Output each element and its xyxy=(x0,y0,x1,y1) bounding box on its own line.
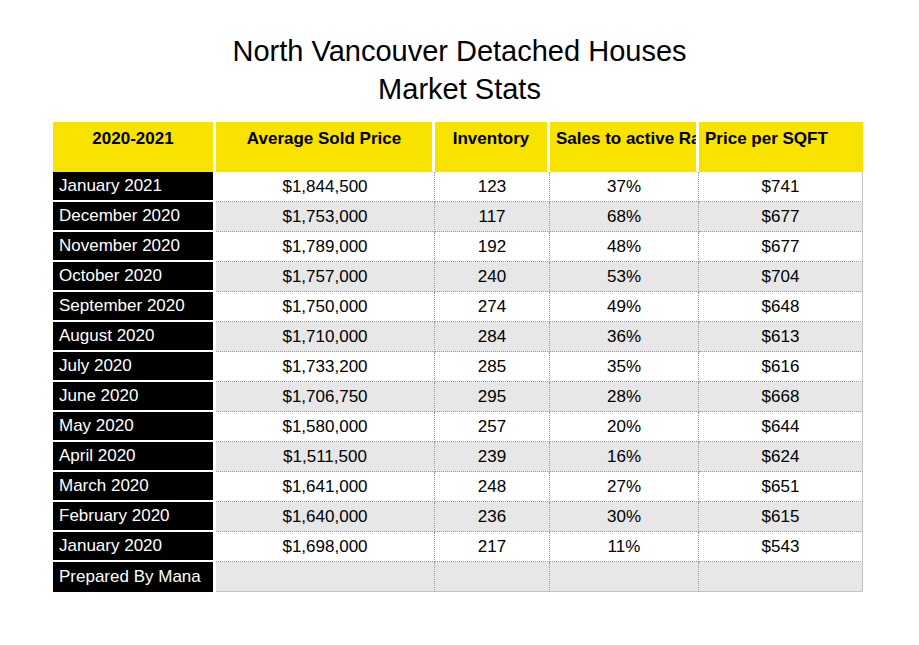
prepared-by-cell: Prepared By Mana xyxy=(53,562,216,592)
inventory-cell xyxy=(435,562,550,592)
sales-to-active-ratio-cell: 16% xyxy=(550,442,699,472)
avg-sold-price-cell: $1,511,500 xyxy=(216,442,435,472)
price-per-sqft-cell xyxy=(699,562,863,592)
avg-sold-price-cell: $1,789,000 xyxy=(216,232,435,262)
sales-to-active-ratio-cell: 11% xyxy=(550,532,699,562)
sales-to-active-ratio-cell xyxy=(550,562,699,592)
col-header-price-per-sqft: Price per SQFT xyxy=(699,122,863,172)
avg-sold-price-cell xyxy=(216,562,435,592)
month-cell: August 2020 xyxy=(53,322,216,352)
month-cell: July 2020 xyxy=(53,352,216,382)
avg-sold-price-cell: $1,640,000 xyxy=(216,502,435,532)
price-per-sqft-cell: $648 xyxy=(699,292,863,322)
avg-sold-price-cell: $1,706,750 xyxy=(216,382,435,412)
month-cell: November 2020 xyxy=(53,232,216,262)
sales-to-active-ratio-cell: 20% xyxy=(550,412,699,442)
table-row: April 2020 $1,511,500 239 16% $624 xyxy=(53,442,863,472)
table-row: December 2020 $1,753,000 117 68% $677 xyxy=(53,202,863,232)
month-cell: May 2020 xyxy=(53,412,216,442)
table-row: June 2020 $1,706,750 295 28% $668 xyxy=(53,382,863,412)
inventory-cell: 239 xyxy=(435,442,550,472)
avg-sold-price-cell: $1,698,000 xyxy=(216,532,435,562)
price-per-sqft-cell: $651 xyxy=(699,472,863,502)
table-row: January 2021 $1,844,500 123 37% $741 xyxy=(53,172,863,202)
sales-to-active-ratio-cell: 53% xyxy=(550,262,699,292)
table-row: February 2020 $1,640,000 236 30% $615 xyxy=(53,502,863,532)
title-line-1: North Vancouver Detached Houses xyxy=(0,32,919,70)
avg-sold-price-cell: $1,710,000 xyxy=(216,322,435,352)
avg-sold-price-cell: $1,733,200 xyxy=(216,352,435,382)
price-per-sqft-cell: $704 xyxy=(699,262,863,292)
table-row: January 2020 $1,698,000 217 11% $543 xyxy=(53,532,863,562)
table-row-footer: Prepared By Mana xyxy=(53,562,863,592)
page-title: North Vancouver Detached Houses Market S… xyxy=(0,0,919,108)
avg-sold-price-cell: $1,750,000 xyxy=(216,292,435,322)
table-row: May 2020 $1,580,000 257 20% $644 xyxy=(53,412,863,442)
sales-to-active-ratio-cell: 30% xyxy=(550,502,699,532)
month-cell: February 2020 xyxy=(53,502,216,532)
price-per-sqft-cell: $613 xyxy=(699,322,863,352)
month-cell: September 2020 xyxy=(53,292,216,322)
table-row: October 2020 $1,757,000 240 53% $704 xyxy=(53,262,863,292)
price-per-sqft-cell: $677 xyxy=(699,202,863,232)
header-row: 2020-2021 Average Sold Price Inventory S… xyxy=(53,122,863,172)
month-cell: March 2020 xyxy=(53,472,216,502)
inventory-cell: 257 xyxy=(435,412,550,442)
avg-sold-price-cell: $1,753,000 xyxy=(216,202,435,232)
avg-sold-price-cell: $1,580,000 xyxy=(216,412,435,442)
inventory-cell: 217 xyxy=(435,532,550,562)
month-cell: October 2020 xyxy=(53,262,216,292)
inventory-cell: 295 xyxy=(435,382,550,412)
inventory-cell: 284 xyxy=(435,322,550,352)
sales-to-active-ratio-cell: 37% xyxy=(550,172,699,202)
page: North Vancouver Detached Houses Market S… xyxy=(0,0,919,645)
sales-to-active-ratio-cell: 36% xyxy=(550,322,699,352)
inventory-cell: 236 xyxy=(435,502,550,532)
price-per-sqft-cell: $677 xyxy=(699,232,863,262)
month-cell: April 2020 xyxy=(53,442,216,472)
avg-sold-price-cell: $1,844,500 xyxy=(216,172,435,202)
month-cell: January 2020 xyxy=(53,532,216,562)
sales-to-active-ratio-cell: 68% xyxy=(550,202,699,232)
sales-to-active-ratio-cell: 49% xyxy=(550,292,699,322)
month-cell: January 2021 xyxy=(53,172,216,202)
price-per-sqft-cell: $616 xyxy=(699,352,863,382)
price-per-sqft-cell: $624 xyxy=(699,442,863,472)
table-row: August 2020 $1,710,000 284 36% $613 xyxy=(53,322,863,352)
price-per-sqft-cell: $668 xyxy=(699,382,863,412)
price-per-sqft-cell: $543 xyxy=(699,532,863,562)
sales-to-active-ratio-cell: 48% xyxy=(550,232,699,262)
avg-sold-price-cell: $1,757,000 xyxy=(216,262,435,292)
inventory-cell: 192 xyxy=(435,232,550,262)
avg-sold-price-cell: $1,641,000 xyxy=(216,472,435,502)
table-row: September 2020 $1,750,000 274 49% $648 xyxy=(53,292,863,322)
inventory-cell: 117 xyxy=(435,202,550,232)
inventory-cell: 123 xyxy=(435,172,550,202)
title-line-2: Market Stats xyxy=(0,70,919,108)
price-per-sqft-cell: $615 xyxy=(699,502,863,532)
price-per-sqft-cell: $741 xyxy=(699,172,863,202)
col-header-avg-sold-price: Average Sold Price xyxy=(216,122,435,172)
inventory-cell: 240 xyxy=(435,262,550,292)
inventory-cell: 285 xyxy=(435,352,550,382)
price-per-sqft-cell: $644 xyxy=(699,412,863,442)
month-cell: June 2020 xyxy=(53,382,216,412)
sales-to-active-ratio-cell: 27% xyxy=(550,472,699,502)
inventory-cell: 248 xyxy=(435,472,550,502)
table-row: November 2020 $1,789,000 192 48% $677 xyxy=(53,232,863,262)
sales-to-active-ratio-cell: 35% xyxy=(550,352,699,382)
col-header-inventory: Inventory xyxy=(435,122,550,172)
col-header-sales-to-active-ratio: Sales to active Ratio xyxy=(550,122,699,172)
market-stats-table: 2020-2021 Average Sold Price Inventory S… xyxy=(53,122,863,592)
sales-to-active-ratio-cell: 28% xyxy=(550,382,699,412)
inventory-cell: 274 xyxy=(435,292,550,322)
table-row: March 2020 $1,641,000 248 27% $651 xyxy=(53,472,863,502)
table-row: July 2020 $1,733,200 285 35% $616 xyxy=(53,352,863,382)
month-cell: December 2020 xyxy=(53,202,216,232)
col-header-period: 2020-2021 xyxy=(53,122,216,172)
